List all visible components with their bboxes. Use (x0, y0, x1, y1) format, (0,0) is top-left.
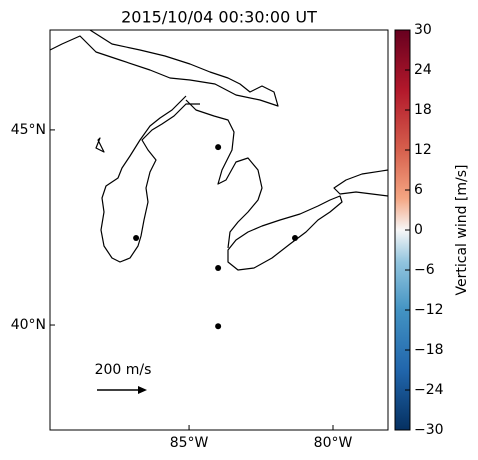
station (215, 144, 222, 151)
station (215, 265, 222, 272)
colorbar-tick-label: −24 (414, 382, 444, 398)
colorbar-tick-label: −6 (414, 262, 435, 278)
x-tick-label: 80°W (314, 435, 353, 451)
colorbar-label: Vertical wind [m/s] (454, 165, 470, 296)
colorbar-tick-label: −30 (414, 422, 444, 438)
colorbar-tick-label: 30 (414, 22, 432, 38)
colorbar-tick-label: 24 (414, 62, 432, 78)
scale-label: 200 m/s (95, 362, 152, 378)
colorbar-tick-label: −18 (414, 342, 444, 358)
scale-arrow (97, 386, 147, 394)
station (215, 323, 222, 330)
colorbar-tick-label: 12 (414, 142, 432, 158)
y-tick-label: 45°N (11, 122, 46, 138)
x-tick-label: 85°W (170, 435, 209, 451)
title: 2015/10/04 00:30:00 UT (121, 8, 317, 27)
map-frame (49, 29, 389, 431)
colorbar-tick-label: 6 (414, 182, 423, 198)
station (133, 235, 140, 241)
station (292, 235, 299, 241)
colorbar-tick-label: −12 (414, 302, 444, 318)
colorbar-tick-label: 0 (414, 222, 423, 238)
y-tick-label: 40°N (11, 317, 46, 333)
coastlines (49, 29, 389, 271)
colorbar-tick-label: 18 (414, 102, 432, 118)
